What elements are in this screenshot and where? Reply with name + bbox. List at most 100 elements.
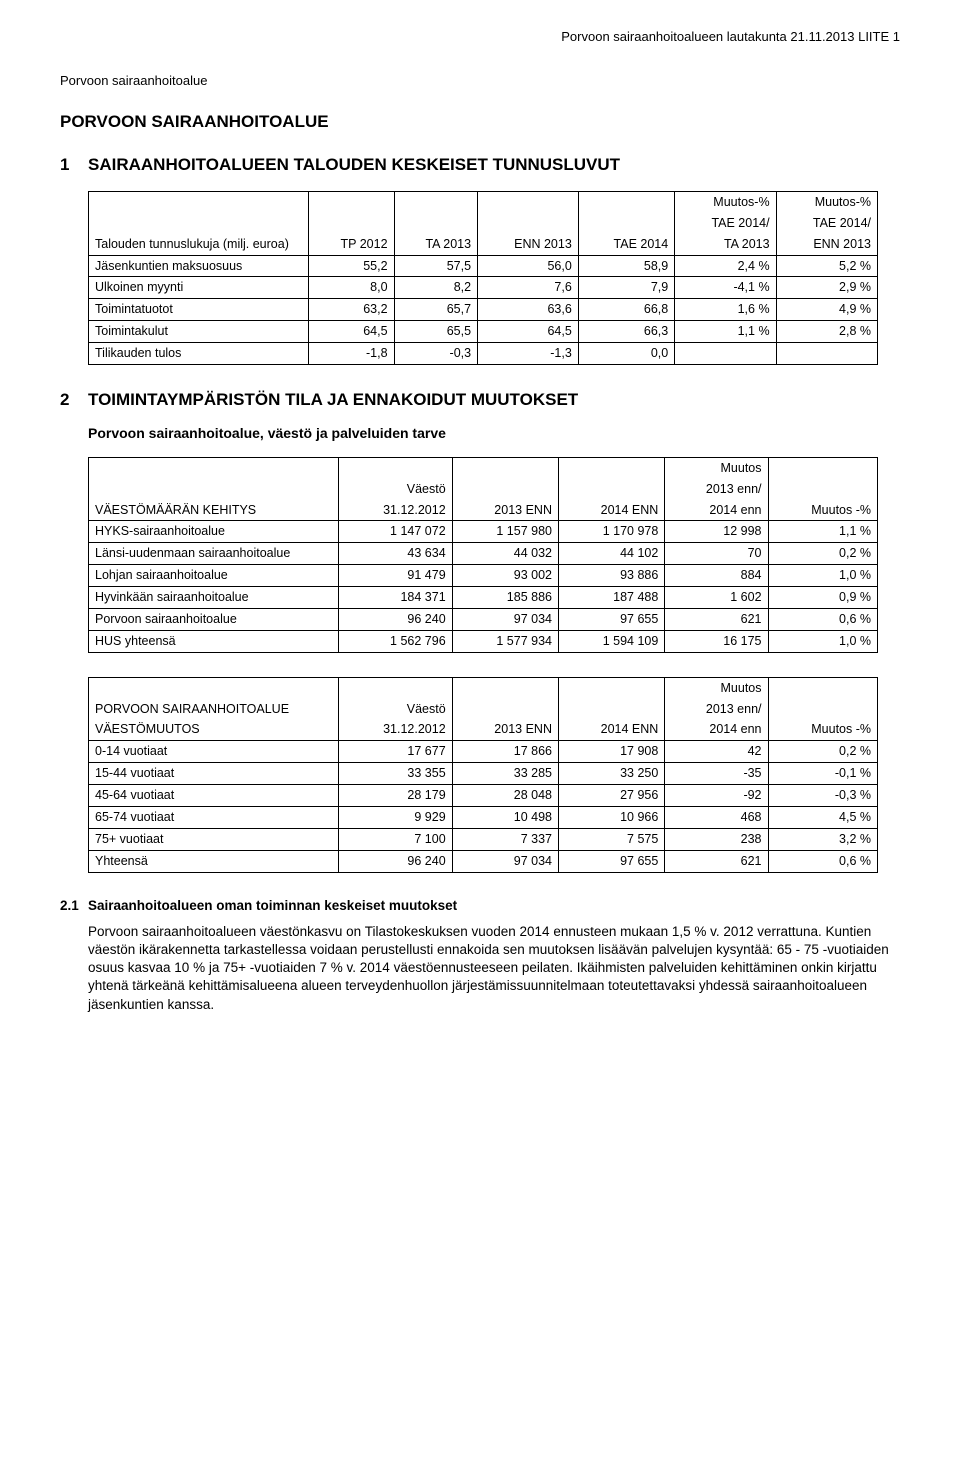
col-header: Väestö [339,699,453,720]
page-header: Porvoon sairaanhoitoalueen lautakunta 21… [60,28,900,46]
col-header: 2013 ENN [452,719,558,740]
cell: -0,1 % [768,763,877,785]
cell: 884 [665,565,768,587]
col-header: 2013 enn/ [665,699,768,720]
cell: 96 240 [339,608,453,630]
cell: 4,9 % [776,299,877,321]
cell: 0,9 % [768,587,877,609]
table-row: Hyvinkään sairaanhoitoalue184 371185 886… [89,587,878,609]
doc-subtitle: Porvoon sairaanhoitoalue [60,72,900,90]
cell: 8,0 [309,277,395,299]
table-row: Jäsenkuntien maksuosuus55,257,556,058,92… [89,255,878,277]
cell: 1,1 % [675,321,776,343]
table-row: 0-14 vuotiaat17 67717 86617 908420,2 % [89,741,878,763]
row-label: 75+ vuotiaat [89,828,339,850]
cell: 3,2 % [768,828,877,850]
table-row: Lohjan sairaanhoitoalue91 47993 00293 88… [89,565,878,587]
table-row: HUS yhteensä1 562 7961 577 9341 594 1091… [89,630,878,652]
cell: 1 594 109 [558,630,664,652]
table-row: 15-44 vuotiaat33 35533 28533 250-35-0,1 … [89,763,878,785]
cell: 0,6 % [768,850,877,872]
section-number: 2 [60,389,88,412]
cell: -4,1 % [675,277,776,299]
table-row: 45-64 vuotiaat28 17928 04827 956-92-0,3 … [89,785,878,807]
col-header: Talouden tunnuslukuja (milj. euroa) [89,234,309,255]
cell: 187 488 [558,587,664,609]
row-label: 65-74 vuotiaat [89,806,339,828]
cell: 1,0 % [768,565,877,587]
col-header: TAE 2014/ [776,213,877,234]
cell: 16 175 [665,630,768,652]
row-label: HUS yhteensä [89,630,339,652]
row-label: Porvoon sairaanhoitoalue [89,608,339,630]
cell: -0,3 [394,343,478,365]
cell: 63,6 [478,299,579,321]
cell: 70 [665,543,768,565]
cell: 44 032 [452,543,558,565]
cell: 44 102 [558,543,664,565]
cell: 97 034 [452,850,558,872]
cell: 27 956 [558,785,664,807]
cell: 1 157 980 [452,521,558,543]
body-paragraph: Porvoon sairaanhoitoalueen väestönkasvu … [88,923,900,1014]
cell: 1 170 978 [558,521,664,543]
cell: 33 285 [452,763,558,785]
section-number: 1 [60,154,88,177]
row-label: Jäsenkuntien maksuosuus [89,255,309,277]
col-header: TAE 2014 [578,234,674,255]
cell: 7 100 [339,828,453,850]
col-header: TP 2012 [309,234,395,255]
cell: 2,9 % [776,277,877,299]
table-tunnusluvut: Muutos-% Muutos-% TAE 2014/ TAE 2014/ Ta… [88,191,878,365]
col-header: Väestö [339,479,453,500]
col-header: Muutos -% [768,500,877,521]
cell: 2,8 % [776,321,877,343]
subsection-2-1: 2.1 Sairaanhoitoalueen oman toiminnan ke… [60,897,900,915]
col-header: TA 2013 [394,234,478,255]
cell: 91 479 [339,565,453,587]
row-label: Tilikauden tulos [89,343,309,365]
table-vaestomaaran-kehitys: Muutos Väestö 2013 enn/ VÄESTÖMÄÄRÄN KEH… [88,457,878,653]
main-title: PORVOON SAIRAANHOITOALUE [60,111,900,134]
row-label: Toimintatuotot [89,299,309,321]
table-vaestomuutos: Muutos PORVOON SAIRAANHOITOALUE Väestö 2… [88,677,878,873]
col-header: 2013 enn/ [665,479,768,500]
row-label: Toimintakulut [89,321,309,343]
cell: 1 562 796 [339,630,453,652]
col-header: 2014 enn [665,500,768,521]
cell: 1,1 % [768,521,877,543]
section-title: SAIRAANHOITOALUEEN TALOUDEN KESKEISET TU… [88,154,620,177]
cell: -92 [665,785,768,807]
table-row: Tilikauden tulos-1,8-0,3-1,30,0 [89,343,878,365]
table-row: Porvoon sairaanhoitoalue96 24097 03497 6… [89,608,878,630]
table-row: HYKS-sairaanhoitoalue1 147 0721 157 9801… [89,521,878,543]
cell: 0,0 [578,343,674,365]
section-title: TOIMINTAYMPÄRISTÖN TILA JA ENNAKOIDUT MU… [88,389,578,412]
col-header: 31.12.2012 [339,719,453,740]
cell: 1,0 % [768,630,877,652]
table-row: 75+ vuotiaat7 1007 3377 5752383,2 % [89,828,878,850]
row-label: HYKS-sairaanhoitoalue [89,521,339,543]
cell: 621 [665,608,768,630]
cell: 33 250 [558,763,664,785]
cell: 7 575 [558,828,664,850]
col-header: 31.12.2012 [339,500,453,521]
col-header: Muutos [665,677,768,698]
cell: 58,9 [578,255,674,277]
col-header: 2014 enn [665,719,768,740]
table-row: Toimintakulut64,565,564,566,31,1 %2,8 % [89,321,878,343]
cell: 12 998 [665,521,768,543]
section-2-heading: 2 TOIMINTAYMPÄRISTÖN TILA JA ENNAKOIDUT … [60,389,900,412]
col-header: TA 2013 [675,234,776,255]
cell: 9 929 [339,806,453,828]
cell: 4,5 % [768,806,877,828]
table-row: Länsi-uudenmaan sairaanhoitoalue43 63444… [89,543,878,565]
cell: 28 048 [452,785,558,807]
cell: 17 908 [558,741,664,763]
cell: 1 602 [665,587,768,609]
cell: 7,9 [578,277,674,299]
cell [675,343,776,365]
cell: 10 498 [452,806,558,828]
cell: 65,5 [394,321,478,343]
cell: 621 [665,850,768,872]
